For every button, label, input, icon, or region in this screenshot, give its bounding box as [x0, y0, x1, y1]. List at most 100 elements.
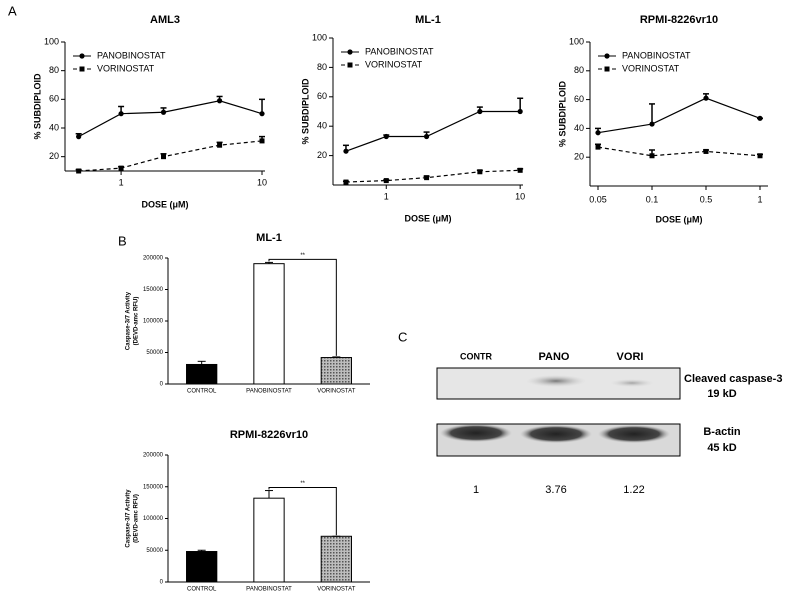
point — [595, 144, 601, 150]
legend-marker — [347, 62, 353, 68]
point — [118, 111, 124, 117]
chart-title: ML-1 — [256, 232, 282, 244]
x-tick-label: CONTROL — [187, 389, 217, 395]
x-tick-label: CONTROL — [187, 587, 217, 593]
y-tick-label: 80 — [317, 62, 327, 72]
x-axis-label: DOSE (μM) — [404, 213, 451, 223]
point — [424, 175, 430, 181]
legend-label: VORINOSTAT — [365, 59, 423, 69]
y-tick-label: 40 — [574, 123, 584, 133]
line-chart: AML3 20 40 60 80 100 1 10 DOSE (μM) % SUBDIPLOID P… — [32, 14, 267, 209]
legend-label: VORINOSTAT — [622, 63, 680, 73]
y-tick-label: 80 — [49, 65, 59, 75]
chart-title: ML-1 — [415, 14, 441, 26]
x-axis-label: DOSE (μM) — [141, 199, 188, 209]
point — [703, 148, 709, 154]
point — [343, 179, 349, 185]
chart-title: RPMI-8226vr10 — [230, 429, 308, 441]
point — [383, 178, 389, 184]
y-tick-label: 60 — [574, 94, 584, 104]
point — [757, 153, 763, 159]
y-tick-label: 100 — [312, 32, 327, 42]
point — [595, 130, 601, 136]
series-line — [78, 140, 263, 172]
y-tick-label: 100 — [44, 36, 59, 46]
y-tick-label: 100000 — [143, 516, 164, 522]
y-tick-label: 50000 — [146, 350, 163, 356]
x-tick-label: VORINOSTAT — [317, 587, 355, 593]
y-axis-label: (DEVD-amc RFU) — [134, 494, 140, 543]
significance-label: ** — [300, 481, 305, 487]
point — [76, 134, 82, 140]
y-tick-label: 60 — [317, 91, 327, 101]
point — [259, 138, 265, 144]
point — [649, 121, 655, 127]
panel-label: A — [8, 3, 17, 18]
point — [160, 109, 167, 115]
point — [423, 133, 430, 140]
point — [517, 108, 523, 115]
band-size: 19 kD — [707, 388, 736, 400]
series-line — [345, 169, 521, 183]
point — [649, 153, 655, 159]
panel-label: B — [118, 233, 127, 248]
line-chart: ML-1 20 40 60 80 100 1 10 DOSE (μM) % SUBDIPLOID P… — [300, 14, 525, 223]
y-tick-label: 20 — [49, 151, 59, 161]
bar — [320, 357, 352, 385]
x-tick-label: PANOBINOSTAT — [246, 389, 292, 395]
point — [703, 95, 709, 101]
legend-label: PANOBINOSTAT — [622, 50, 691, 60]
western-blot: CONTR PANO VORI Cleaved caspase-3 19 kD … — [436, 351, 782, 496]
significance-bracket — [268, 487, 337, 536]
y-tick-label: 50000 — [146, 548, 163, 554]
blot-band — [598, 425, 670, 443]
y-axis-label: (DEVD-amc RFU) — [134, 297, 140, 346]
point — [118, 165, 124, 171]
blot-band — [526, 375, 586, 387]
point — [343, 148, 349, 154]
x-tick-label: 0.05 — [589, 194, 607, 204]
bar — [253, 497, 285, 583]
y-tick-label: 100000 — [143, 319, 164, 325]
legend-label: VORINOSTAT — [97, 63, 155, 73]
x-tick-label: VORINOSTAT — [317, 389, 355, 395]
bar — [253, 263, 285, 385]
ratio: 1.22 — [623, 484, 644, 496]
point — [76, 168, 82, 174]
point — [757, 115, 763, 121]
point — [161, 154, 167, 160]
chart-title: RPMI-8226vr10 — [640, 14, 718, 26]
x-tick-label: 1 — [119, 177, 124, 187]
legend-marker — [604, 53, 610, 59]
y-tick-label: 20 — [574, 152, 584, 162]
y-tick-label: 200000 — [143, 453, 164, 459]
ratio: 3.76 — [545, 484, 566, 496]
x-tick-label: 10 — [257, 177, 267, 187]
x-tick-label: 0.5 — [700, 194, 713, 204]
band-size: 45 kD — [707, 442, 736, 454]
point — [217, 142, 223, 148]
y-tick-label: 40 — [49, 122, 59, 132]
lane-label: CONTR — [460, 351, 492, 361]
ratio: 1 — [473, 484, 479, 496]
legend-marker — [79, 66, 85, 72]
bar — [320, 535, 352, 583]
blot-band — [440, 424, 512, 442]
x-axis-label: DOSE (μM) — [655, 214, 702, 224]
point — [477, 169, 483, 175]
y-axis-label: Caspase-3/7 Activity — [126, 489, 132, 548]
legend-marker — [79, 53, 85, 59]
y-tick-label: 150000 — [143, 484, 164, 490]
y-tick-label: 100 — [569, 36, 584, 46]
blot-band — [610, 379, 654, 387]
bar — [186, 363, 218, 385]
lane-label: PANO — [539, 351, 570, 363]
legend-marker — [347, 49, 353, 55]
x-tick-label: 1 — [757, 194, 762, 204]
legend-label: PANOBINOSTAT — [97, 50, 166, 60]
line-chart: RPMI-8226vr10 20 40 60 80 100 0.05 0.1 0.5 1 DOSE … — [557, 14, 768, 224]
point — [216, 98, 223, 104]
lane-label: VORI — [617, 351, 644, 363]
bar-chart: RPMI-8226vr10 0 50000 100000 150000 200000 Cas… — [126, 429, 370, 593]
y-tick-label: 200000 — [143, 256, 164, 262]
